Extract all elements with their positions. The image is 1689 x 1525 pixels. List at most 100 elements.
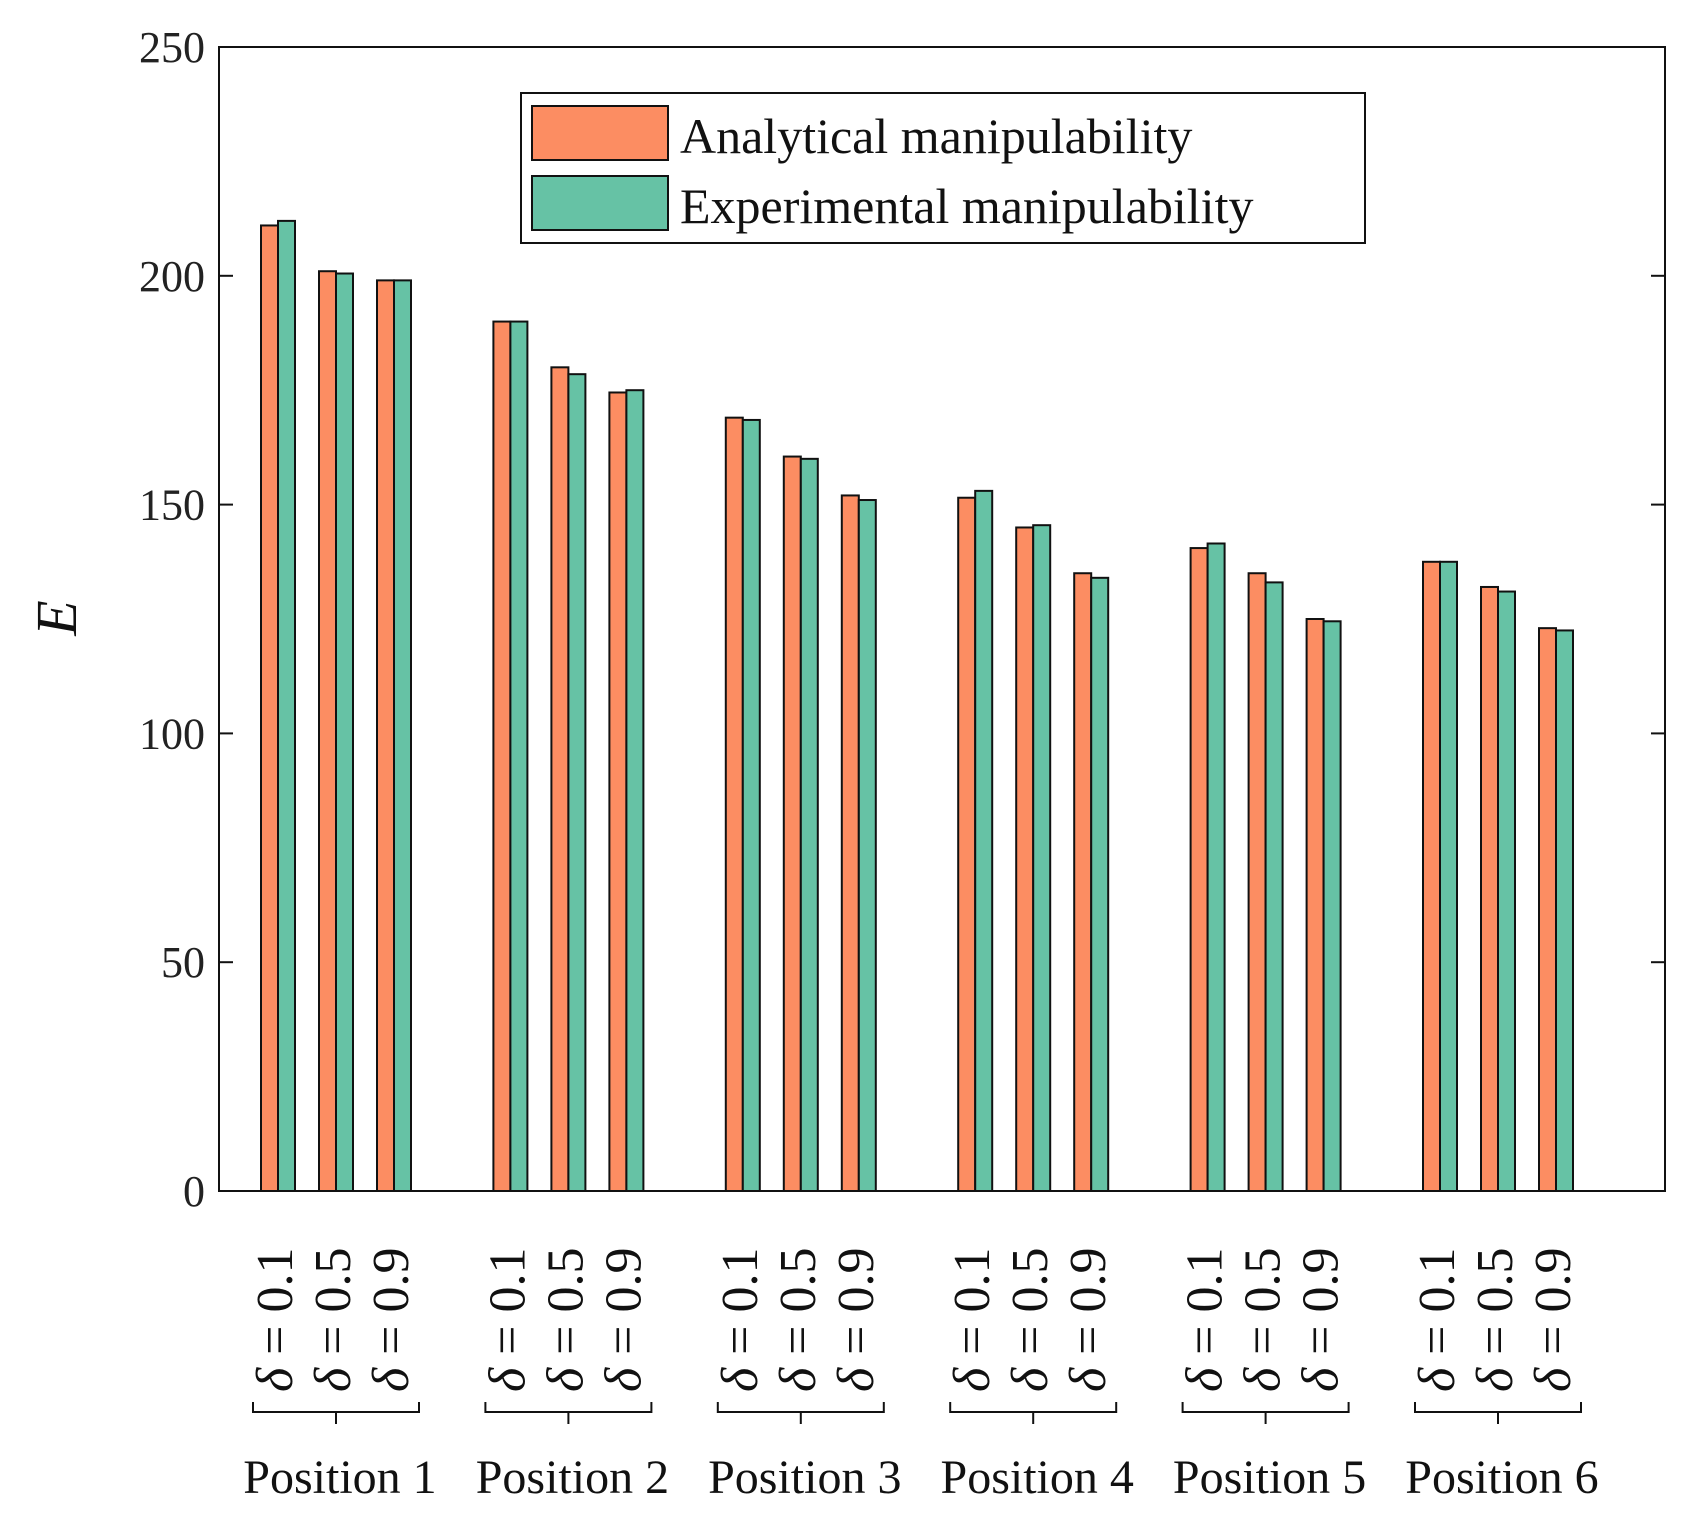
bar-analytical xyxy=(1073,572,1093,1192)
delta-symbol: δ xyxy=(944,1355,1001,1392)
x-tick-label-delta: δ = 0.9 xyxy=(1060,1248,1117,1393)
delta-value: = 0.9 xyxy=(595,1248,652,1355)
delta-symbol: δ xyxy=(479,1355,536,1392)
delta-value: = 0.5 xyxy=(1002,1248,1059,1355)
delta-symbol: δ xyxy=(247,1355,304,1392)
bar-experimental xyxy=(1032,524,1052,1192)
delta-value: = 0.1 xyxy=(944,1248,1001,1355)
bar-analytical xyxy=(782,455,802,1192)
delta-symbol: δ xyxy=(1060,1355,1117,1392)
delta-symbol: δ xyxy=(305,1355,362,1392)
bar-experimental xyxy=(1555,629,1574,1192)
bar-analytical xyxy=(1538,627,1557,1192)
bar-analytical xyxy=(957,496,977,1192)
y-tick-label: 250 xyxy=(139,23,205,72)
x-tick-label-delta: δ = 0.1 xyxy=(479,1248,536,1393)
bar-analytical xyxy=(1480,585,1499,1192)
x-tick-label-delta: δ = 0.1 xyxy=(1409,1248,1466,1393)
delta-symbol: δ xyxy=(828,1355,885,1392)
delta-value: = 0.9 xyxy=(363,1248,420,1355)
bar-analytical xyxy=(318,270,337,1192)
delta-value: = 0.1 xyxy=(712,1248,769,1355)
bar-analytical xyxy=(1422,560,1441,1192)
bar-analytical xyxy=(724,416,744,1192)
y-axis-ticks: 0 50 100 150 200 250 xyxy=(139,23,1665,1216)
x-tick-label-delta: δ = 0.1 xyxy=(944,1248,1001,1393)
delta-symbol: δ xyxy=(1235,1355,1292,1392)
bar-experimental xyxy=(857,499,877,1192)
group-label: Position 1 xyxy=(243,1451,436,1504)
delta-symbol: δ xyxy=(1177,1355,1234,1392)
delta-symbol: δ xyxy=(1293,1355,1350,1392)
delta-symbol: δ xyxy=(1467,1355,1524,1392)
delta-symbol: δ xyxy=(770,1355,827,1392)
group-label: Position 5 xyxy=(1173,1451,1366,1504)
bar-analytical xyxy=(260,224,279,1193)
delta-value: = 0.9 xyxy=(1060,1248,1117,1355)
bar-experimental xyxy=(1264,581,1284,1192)
delta-value: = 0.5 xyxy=(537,1248,594,1355)
x-tick-label-delta: δ = 0.1 xyxy=(712,1248,769,1393)
group-label: Position 4 xyxy=(941,1451,1134,1504)
x-tick-label-delta: δ = 0.5 xyxy=(537,1248,594,1393)
bar-analytical xyxy=(1189,547,1209,1192)
bar-experimental xyxy=(1497,590,1516,1192)
legend-swatch-analytical xyxy=(531,105,669,161)
delta-symbol: δ xyxy=(712,1355,769,1392)
group-bracket xyxy=(716,1402,885,1424)
delta-value: = 0.9 xyxy=(1293,1248,1350,1355)
bar-analytical xyxy=(1305,618,1325,1192)
delta-symbol: δ xyxy=(1525,1355,1582,1392)
y-tick-label: 50 xyxy=(161,938,205,987)
bar-experimental xyxy=(1206,542,1226,1192)
x-tick-label-delta: δ = 0.9 xyxy=(1293,1248,1350,1393)
x-tick-label-delta: δ = 0.9 xyxy=(1525,1248,1582,1393)
delta-value: = 0.5 xyxy=(770,1248,827,1355)
legend-label-experimental: Experimental manipulability xyxy=(680,178,1253,234)
delta-value: = 0.1 xyxy=(479,1248,536,1355)
bar-experimental xyxy=(1439,560,1458,1192)
bar-experimental xyxy=(799,457,819,1192)
x-tick-label-delta: δ = 0.9 xyxy=(828,1248,885,1393)
legend: Analytical manipulability Experimental m… xyxy=(520,92,1366,244)
y-tick-label: 100 xyxy=(139,709,205,758)
bar-experimental xyxy=(567,373,587,1192)
legend-label-analytical: Analytical manipulability xyxy=(680,108,1192,164)
y-tick-label: 0 xyxy=(183,1167,205,1216)
plot-area-frame xyxy=(218,46,1666,1192)
legend-swatch-experimental xyxy=(531,175,669,231)
group-label: Position 2 xyxy=(476,1451,669,1504)
x-tick-label-delta: δ = 0.5 xyxy=(1467,1248,1524,1393)
bar-experimental xyxy=(277,219,296,1192)
y-tick-label: 200 xyxy=(139,252,205,301)
delta-value: = 0.9 xyxy=(1525,1248,1582,1355)
group-bracket xyxy=(1181,1402,1350,1424)
x-tick-label-delta: δ = 0.1 xyxy=(247,1248,304,1393)
x-tick-label-delta: δ = 0.9 xyxy=(363,1248,420,1393)
bar-analytical xyxy=(492,320,512,1192)
bar-experimental xyxy=(393,279,412,1193)
x-tick-label-delta: δ = 0.5 xyxy=(770,1248,827,1393)
delta-symbol: δ xyxy=(537,1355,594,1392)
delta-value: = 0.5 xyxy=(305,1248,362,1355)
bars-layer xyxy=(260,219,1574,1193)
bar-analytical xyxy=(1015,526,1035,1192)
bar-experimental xyxy=(335,272,354,1192)
bar-analytical xyxy=(376,279,395,1193)
bar-experimental xyxy=(1090,576,1110,1192)
bar-analytical xyxy=(550,366,570,1192)
bar-experimental xyxy=(974,489,994,1192)
x-tick-label-delta: δ = 0.5 xyxy=(1235,1248,1292,1393)
delta-symbol: δ xyxy=(363,1355,420,1392)
delta-value: = 0.5 xyxy=(1235,1248,1292,1355)
bar-experimental xyxy=(625,389,645,1192)
group-bracket xyxy=(1414,1402,1582,1424)
delta-value: = 0.5 xyxy=(1467,1248,1524,1355)
bar-experimental xyxy=(509,320,529,1192)
group-label: Position 3 xyxy=(708,1451,901,1504)
delta-value: = 0.1 xyxy=(1409,1248,1466,1355)
delta-value: = 0.1 xyxy=(247,1248,304,1355)
bar-experimental xyxy=(741,418,761,1193)
x-tick-label-delta: δ = 0.1 xyxy=(1177,1248,1234,1393)
